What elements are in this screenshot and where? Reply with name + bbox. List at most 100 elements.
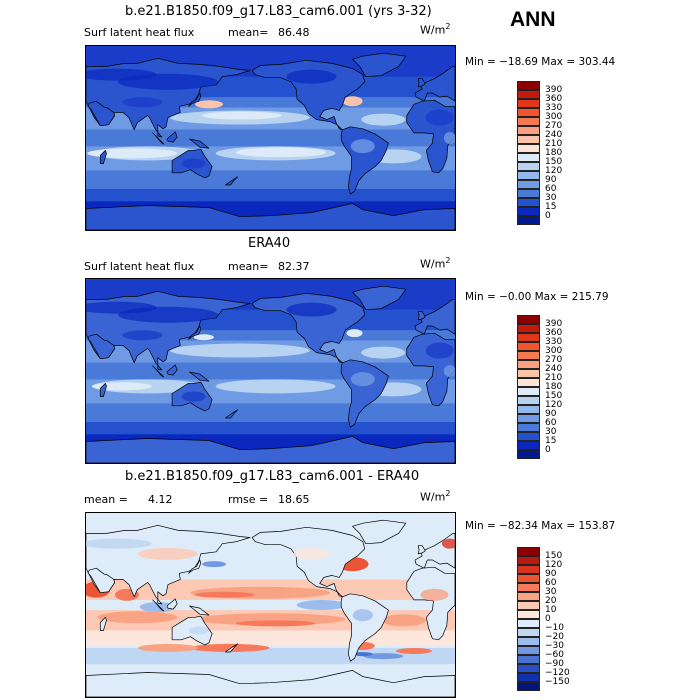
land-diff xyxy=(441,538,455,549)
colorbar-cell xyxy=(517,583,540,592)
coastline-newguinea xyxy=(189,605,210,616)
colorbar-cell xyxy=(517,673,540,682)
colorbar-cell xyxy=(517,324,540,333)
colorbar-cell xyxy=(517,601,540,610)
land-low-flux xyxy=(181,391,206,402)
map-canvas xyxy=(86,46,455,230)
colorbar-cell xyxy=(517,198,540,207)
field-patch xyxy=(296,600,347,610)
land-low-flux xyxy=(286,302,337,317)
colorbar-tick-label: 240 xyxy=(545,129,563,140)
season-label: ANN xyxy=(510,8,556,31)
coastline-antarctica xyxy=(86,203,455,230)
map-diff xyxy=(85,512,456,698)
field-band xyxy=(86,189,455,202)
colorbar-tick-label: 390 xyxy=(545,318,563,329)
field-patch xyxy=(381,614,426,627)
field-band xyxy=(86,362,455,380)
colorbar-cell xyxy=(517,144,540,153)
colorbar-tick-label: 270 xyxy=(545,354,563,365)
colorbar-tick-label: 240 xyxy=(545,363,563,374)
coastline-nz xyxy=(225,409,239,419)
colorbar-tick-label: 330 xyxy=(545,102,563,113)
colorbar-cell xyxy=(517,387,540,396)
coastline-japan xyxy=(188,92,202,107)
map-canvas xyxy=(86,279,455,463)
colorbar-cell xyxy=(517,682,540,691)
mean-label: mean= xyxy=(228,26,269,39)
colorbar-cell xyxy=(517,216,540,225)
field-patch xyxy=(193,334,214,341)
coastline-nz xyxy=(225,643,239,653)
map-canvas xyxy=(86,513,455,697)
coastline-madagascar xyxy=(99,149,107,164)
colorbar-cell xyxy=(517,547,540,556)
field-patch xyxy=(139,602,176,613)
colorbar-cell xyxy=(517,126,540,135)
field-patch xyxy=(346,329,363,338)
field-patch xyxy=(215,379,336,394)
variable-label: Surf latent heat flux xyxy=(84,26,195,39)
field-patch xyxy=(361,113,406,126)
colorbar-cell xyxy=(517,619,540,628)
coastline-indonesia2 xyxy=(166,131,178,143)
colorbar-cell xyxy=(517,108,540,117)
colorbar-tick-label: 300 xyxy=(545,111,563,122)
min-max-label: Min = −82.34 Max = 153.87 xyxy=(465,520,616,532)
land-low-flux xyxy=(286,69,337,84)
colorbar-cell xyxy=(517,628,540,637)
colorbar-cell xyxy=(517,556,540,565)
colorbar-cell xyxy=(517,90,540,99)
colorbar-cell xyxy=(517,414,540,423)
colorbar-tick-label: 360 xyxy=(545,327,563,338)
panel-title: b.e21.B1850.f09_g17.L83_cam6.001 - ERA40 xyxy=(125,469,420,484)
field-band xyxy=(86,97,455,108)
colorbar-tick-label: 90 xyxy=(545,174,557,185)
colorbar-tick-label: 270 xyxy=(545,120,563,131)
coastline-europe xyxy=(414,66,455,102)
field-patch xyxy=(91,382,152,391)
colorbar-tick-label: 330 xyxy=(545,336,563,347)
panel-title: ERA40 xyxy=(248,236,291,251)
coastline-uk xyxy=(417,78,426,88)
mean-value: 82.37 xyxy=(278,260,310,273)
colorbar-tick-label: 30 xyxy=(545,426,557,437)
field-patch xyxy=(97,611,178,624)
colorbar-cell xyxy=(517,423,540,432)
field-patch xyxy=(363,653,404,660)
colorbar-tick-label: −10 xyxy=(545,622,564,633)
coastline-nz xyxy=(225,176,239,186)
coastline-americas_n xyxy=(251,59,366,131)
colorbar-tick-label: 210 xyxy=(545,138,563,149)
field-patch xyxy=(195,100,223,109)
colorbar-cell xyxy=(517,610,540,619)
colorbar-cell xyxy=(517,189,540,198)
colorbar-tick-label: 30 xyxy=(545,586,557,597)
field-patch xyxy=(138,643,198,652)
land-low-flux xyxy=(122,330,163,341)
land-high-flux xyxy=(350,139,375,154)
colorbar-cell xyxy=(517,99,540,108)
colorbar-cell xyxy=(517,153,540,162)
coastline-africa xyxy=(406,566,455,641)
colorbar-cell xyxy=(517,637,540,646)
coastline-arabia_africa_link xyxy=(87,333,116,360)
land-low-flux xyxy=(118,73,218,90)
coastline-americas_n xyxy=(251,526,366,598)
colorbar-tick-label: 60 xyxy=(545,183,557,194)
coastline-indonesia2 xyxy=(166,364,178,376)
colorbar-cell xyxy=(517,180,540,189)
colorbar-tick-label: −120 xyxy=(545,667,570,678)
field-patch xyxy=(361,346,406,359)
colorbar-cell xyxy=(517,646,540,655)
field-band xyxy=(86,630,455,646)
colorbar-tick-label: −60 xyxy=(545,649,564,660)
land-low-flux xyxy=(118,306,218,323)
colorbar-cell xyxy=(517,162,540,171)
colorbar-tick-label: 90 xyxy=(545,568,557,579)
field-patch xyxy=(194,591,255,598)
coastline-arabia_africa_link xyxy=(87,567,116,594)
colorbar-cell xyxy=(517,360,540,369)
land-high-flux xyxy=(443,132,455,144)
coastline-uk xyxy=(417,311,426,321)
